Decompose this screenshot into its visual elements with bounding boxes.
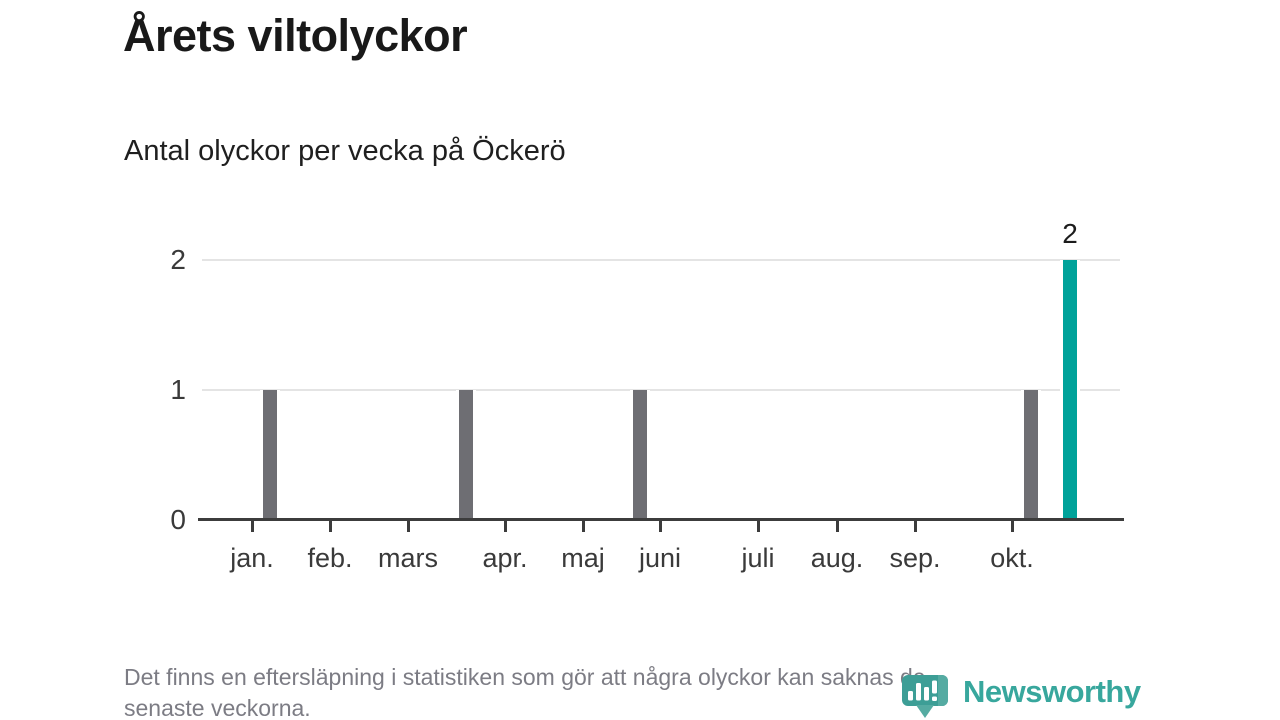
x-tick-mark	[582, 521, 585, 532]
x-tick-label: maj	[561, 543, 605, 573]
bar-past	[260, 390, 280, 519]
y-tick-label: 1	[170, 374, 186, 405]
x-tick-mark	[329, 521, 332, 532]
bar-past	[1021, 390, 1041, 519]
x-axis-line	[198, 518, 1124, 521]
newsworthy-logo: Newsworthy	[901, 666, 1181, 720]
x-tick-mark	[251, 521, 254, 532]
x-tick-mark	[914, 521, 917, 532]
y-tick-label: 0	[170, 504, 186, 535]
x-tick-mark	[504, 521, 507, 532]
x-tick-label: apr.	[482, 543, 528, 573]
bar-latest	[1060, 260, 1080, 519]
footer-note-line-1: Det finns en eftersläpning i statistiken…	[124, 664, 926, 690]
x-tick-label: sep.	[889, 543, 941, 573]
x-tick-label: juni	[638, 543, 682, 573]
x-tick-mark	[757, 521, 760, 532]
x-tick-mark	[407, 521, 410, 532]
x-tick-label: aug.	[810, 543, 864, 573]
chart-subtitle: Antal olyckor per vecka på Öckerö	[124, 135, 566, 167]
gridline-y-2	[202, 259, 1120, 261]
x-tick-mark	[659, 521, 662, 532]
footer-note: Det finns en eftersläpning i statistiken…	[124, 662, 926, 720]
newsworthy-logo-text: Newsworthy	[963, 674, 1141, 709]
x-tick-mark	[836, 521, 839, 532]
footer-note-line-2: senaste veckorna.	[124, 695, 311, 720]
chart-title: Årets viltolyckor	[123, 10, 468, 61]
gridline-y-1	[202, 389, 1120, 391]
newsworthy-badge-bar-chart-icon	[902, 675, 948, 718]
x-tick-label: feb.	[307, 543, 353, 573]
x-tick-label: okt.	[990, 543, 1034, 573]
bar-past	[456, 390, 476, 519]
x-tick-label: mars	[378, 543, 438, 573]
x-tick-label: jan.	[230, 543, 274, 573]
y-tick-label: 2	[170, 244, 186, 275]
bar-value-label: 2	[1062, 218, 1078, 249]
x-tick-mark	[1011, 521, 1014, 532]
bar-past	[630, 390, 650, 519]
x-tick-label: juli	[741, 543, 775, 573]
